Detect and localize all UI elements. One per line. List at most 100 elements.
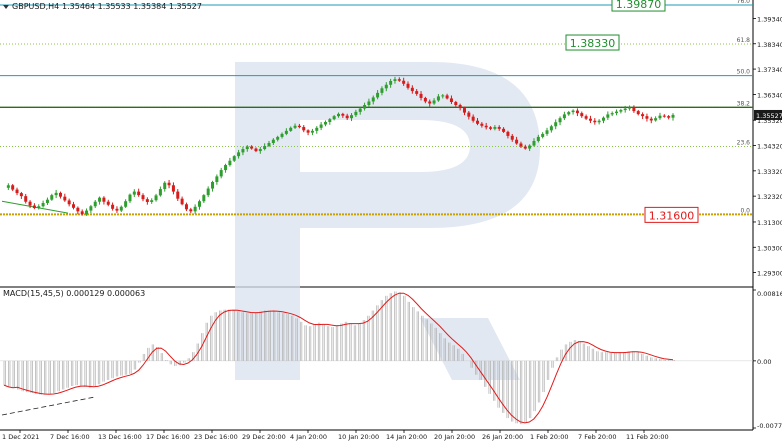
- candle-body: [476, 120, 480, 124]
- candle-body: [297, 125, 301, 128]
- symbol-dropdown-icon[interactable]: [3, 5, 9, 9]
- candle-body: [197, 201, 201, 207]
- candle-body: [358, 108, 362, 112]
- fib-level-label: 76.0: [737, 0, 751, 5]
- target-price-box: [611, 0, 666, 12]
- time-tick-label: 10 Jan 20:00: [338, 433, 379, 441]
- candle-body: [89, 206, 93, 211]
- candle-body: [319, 124, 323, 128]
- candle-body: [163, 182, 167, 190]
- candle-body: [454, 101, 458, 106]
- candle-body: [80, 211, 84, 215]
- candle-body: [289, 127, 293, 131]
- candle-body: [102, 197, 106, 202]
- candle-body: [458, 105, 462, 109]
- candle-body: [363, 105, 367, 109]
- price-tick-label: 1.33320: [757, 168, 782, 176]
- price-tick-label: 1.31300: [757, 219, 782, 227]
- candle-body: [536, 136, 540, 141]
- candle-body: [202, 195, 206, 202]
- time-tick-label: 1 Dec 2021: [2, 433, 39, 441]
- candle-body: [402, 80, 406, 84]
- candle-body: [480, 123, 484, 126]
- candle-body: [489, 127, 493, 129]
- candle-body: [449, 98, 453, 102]
- candle-body: [389, 80, 393, 85]
- candle-body: [384, 84, 388, 89]
- candle-body: [445, 95, 449, 99]
- candle-body: [211, 181, 215, 189]
- candle-body: [306, 130, 310, 133]
- current-price-label: 1.35527: [756, 112, 782, 120]
- price-tick-label: 1.30300: [757, 244, 782, 252]
- time-tick-label: 13 Dec 16:00: [98, 433, 142, 441]
- candle-body: [245, 146, 249, 150]
- candle-body: [354, 111, 358, 116]
- candle-body: [193, 206, 197, 212]
- candle-body: [189, 209, 193, 212]
- candle-body: [462, 108, 466, 113]
- chart-ohlc: 1.35464 1.35533 1.35384 1.35527: [62, 2, 202, 11]
- candle-body: [554, 122, 558, 127]
- candle-body: [85, 210, 89, 215]
- candle-body: [167, 182, 171, 186]
- candle-body: [541, 133, 545, 137]
- candle-body: [406, 83, 410, 88]
- candle-body: [284, 130, 288, 134]
- price-tick-label: 1.29300: [757, 270, 782, 278]
- target-price-label: 1.31600: [649, 209, 695, 222]
- candle-body: [137, 191, 141, 196]
- candle-body: [215, 176, 219, 182]
- candle-body: [471, 116, 475, 121]
- candle-body: [410, 87, 414, 92]
- candle-body: [515, 139, 519, 144]
- candle-body: [341, 113, 345, 116]
- time-tick-label: 26 Jan 20:00: [482, 433, 523, 441]
- candle-body: [293, 125, 297, 128]
- candle-body: [350, 115, 354, 119]
- candle-body: [32, 205, 36, 209]
- candle-body: [276, 136, 280, 140]
- candle-body: [254, 148, 258, 152]
- chart-symbol: GBPUSD,H4: [12, 2, 59, 11]
- candle-body: [171, 185, 175, 192]
- candle-body: [658, 115, 662, 119]
- candle-body: [497, 127, 501, 129]
- price-tick-label: 1.36340: [757, 91, 782, 99]
- macd-tick-label: 0.00: [757, 358, 771, 366]
- candle-body: [6, 185, 10, 188]
- candle-body: [441, 95, 445, 97]
- current-price-box: [754, 109, 782, 120]
- candle-body: [575, 110, 579, 114]
- time-tick-label: 7 Feb 20:00: [578, 433, 617, 441]
- time-tick-label: 17 Dec 16:00: [146, 433, 190, 441]
- candle-body: [484, 125, 488, 128]
- candle-body: [15, 189, 19, 194]
- candle-body: [567, 112, 571, 115]
- candle-body: [467, 112, 471, 117]
- candle-body: [206, 188, 210, 196]
- target-price-box: [565, 34, 620, 51]
- time-tick-label: 7 Dec 16:00: [50, 433, 90, 441]
- candle-body: [580, 113, 584, 117]
- time-tick-label: 14 Jan 20:00: [386, 433, 427, 441]
- candle-body: [662, 115, 666, 117]
- candle-body: [67, 200, 71, 205]
- candle-body: [632, 107, 636, 112]
- candle-body: [241, 149, 245, 153]
- candle-body: [271, 139, 275, 143]
- candle-body: [41, 202, 45, 207]
- candle-body: [545, 130, 549, 134]
- candle-body: [601, 117, 605, 121]
- candle-body: [419, 93, 423, 98]
- candle-body: [432, 100, 436, 104]
- candle-body: [267, 142, 271, 147]
- candle-body: [176, 191, 180, 199]
- price-tick-label: 1.34320: [757, 143, 782, 151]
- macd-tick-label: -0.007741: [757, 422, 782, 430]
- candle-body: [649, 118, 653, 121]
- macd-tick-label: 0.008169: [757, 290, 782, 298]
- candle-body: [376, 92, 380, 98]
- target-price-label: 1.39870: [616, 0, 662, 11]
- candle-body: [250, 146, 254, 149]
